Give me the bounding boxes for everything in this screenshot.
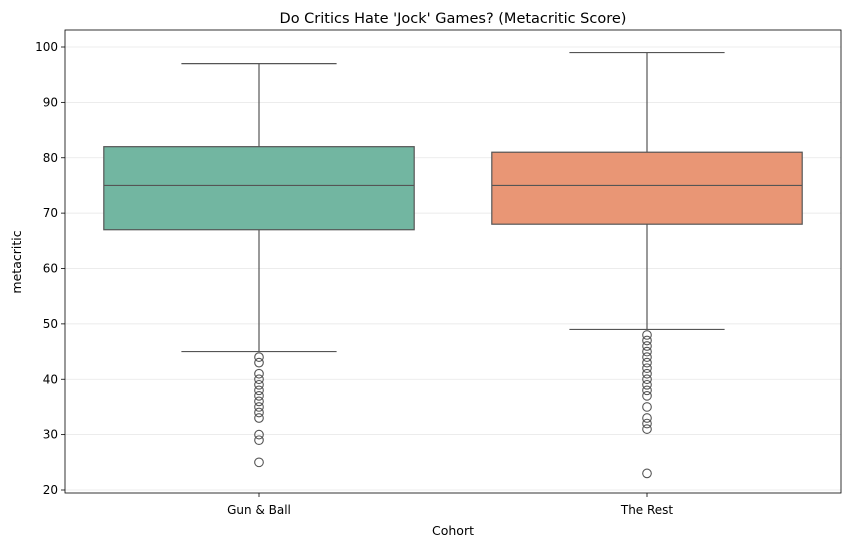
y-tick-label: 40 [43,372,58,386]
y-tick-label: 70 [43,206,58,220]
outlier-point [642,418,652,429]
x-tick-label: The Rest [620,503,674,517]
plot-area [103,51,803,479]
outlier-point [642,346,652,357]
outlier-point [642,352,652,362]
outlier-point [642,402,652,412]
outlier-point [642,391,652,401]
y-tick-label: 80 [43,151,58,165]
outlier-point [642,424,652,434]
x-tick-label: Gun & Ball [227,503,291,517]
y-tick-label: 100 [35,40,58,54]
outlier-point [642,330,652,340]
outlier-point [642,385,652,396]
outlier-point [254,457,264,468]
outlier-point [642,341,652,351]
outlier-point [642,413,652,423]
y-tick-label: 20 [43,483,58,497]
outlier-point [642,379,652,390]
gridlines [65,46,841,491]
box-1 [491,51,803,479]
box-0 [103,63,415,468]
outlier-point [254,385,264,396]
outlier-point [254,374,264,385]
axes-frame [64,29,842,494]
y-tick-label: 60 [43,262,58,276]
outlier-point [642,374,652,385]
iqr-box [103,146,415,231]
y-tick-label: 30 [43,428,58,442]
outlier-point [642,368,652,379]
outlier-point [254,407,264,418]
outlier-point [642,335,652,346]
outlier-point [254,357,264,368]
axes: 20 30 40 50 60 70 80 90 100 Gun & Ball The Rest [35,29,842,517]
outlier-point [642,363,652,374]
y-tick-label: 90 [43,95,58,109]
outlier-point [254,368,264,379]
outlier-point [642,468,652,479]
outlier-point [254,352,264,362]
outlier-point [254,402,264,412]
iqr-box [491,151,803,225]
outlier-point [254,396,264,407]
outlier-point [254,435,264,446]
outlier-point [254,391,264,401]
chart-title: Do Critics Hate 'Jock' Games? (Metacriti… [280,11,627,27]
outlier-point [254,429,264,440]
y-axis-label: metacritic [9,230,24,293]
outlier-point [254,379,264,390]
y-tick-label: 50 [43,317,58,331]
x-axis-label: Cohort [432,523,474,538]
outlier-point [254,413,264,423]
outlier-point [642,357,652,368]
